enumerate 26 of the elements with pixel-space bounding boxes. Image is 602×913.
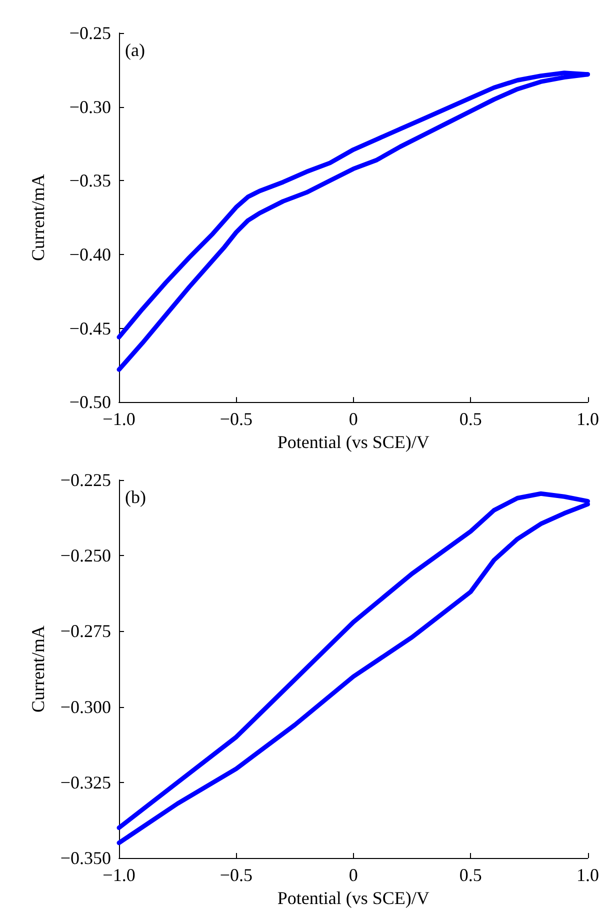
annotation: (a) bbox=[125, 40, 145, 60]
y-tick-label: −0.30 bbox=[69, 96, 111, 117]
x-tick-label: 0 bbox=[348, 409, 358, 430]
x-tick-label: 0.5 bbox=[459, 409, 482, 430]
y-tick-label: −0.325 bbox=[60, 772, 111, 792]
y-tick-label: −0.225 bbox=[60, 470, 111, 490]
x-tick-label: 1.0 bbox=[576, 865, 599, 885]
x-tick-label: 0.5 bbox=[459, 865, 482, 885]
x-tick-label: −1.0 bbox=[102, 865, 136, 885]
y-tick-label: −0.350 bbox=[60, 848, 111, 868]
y-tick-label: −0.275 bbox=[60, 621, 111, 642]
x-tick-label: 0 bbox=[348, 865, 358, 885]
y-axis-title: Current/mA bbox=[28, 174, 48, 262]
x-axis-title: Potential (vs SCE)/V bbox=[277, 432, 430, 452]
y-tick-label: −0.45 bbox=[69, 318, 111, 338]
x-tick-label: 1.0 bbox=[576, 409, 599, 430]
y-tick-label: −0.35 bbox=[69, 170, 111, 191]
x-tick-label: −0.5 bbox=[220, 409, 253, 430]
y-tick-label: −0.40 bbox=[69, 244, 111, 264]
y-tick-label: −0.300 bbox=[60, 696, 111, 717]
y-tick-label: −0.250 bbox=[60, 546, 111, 566]
x-tick-label: −0.5 bbox=[220, 865, 253, 885]
x-axis-title: Potential (vs SCE)/V bbox=[277, 888, 430, 908]
y-axis-title: Current/mA bbox=[28, 626, 48, 712]
y-tick-label: −0.25 bbox=[69, 23, 111, 43]
annotation: (b) bbox=[125, 487, 146, 507]
